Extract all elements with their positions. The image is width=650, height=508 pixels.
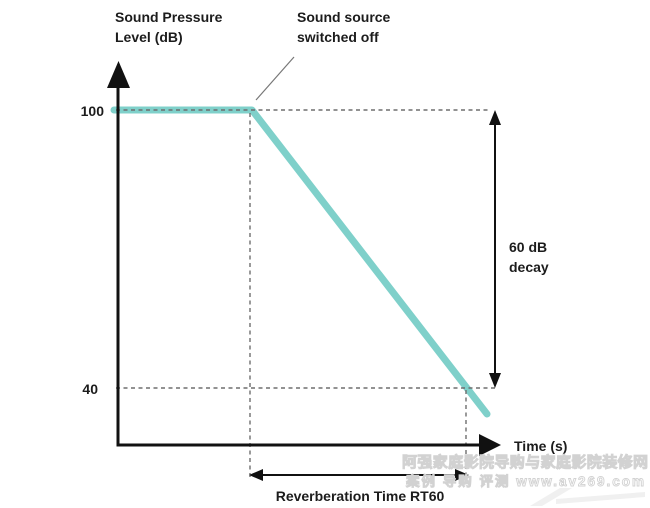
watermark-line2: 案例 导购 评测 www.av269.com [405,473,646,489]
source-off-label-line1: Sound source [297,9,391,25]
decay-label-line2: decay [509,259,549,275]
decay-arrow-bottom-arrowhead [489,373,501,388]
decay-arrow-top-arrowhead [489,110,501,125]
watermark-line1: 阿强家庭影院导购与家庭影院装修网 [402,453,648,471]
source-off-label-line2: switched off [297,29,379,45]
source-off-pointer-line [255,56,295,101]
decay-label-line1: 60 dB [509,239,547,255]
y-axis-label-line2: Level (dB) [115,29,183,45]
rt60-label: Reverberation Time RT60 [276,488,445,504]
sound-pressure-decay-line [110,106,491,418]
x-axis-arrowhead [479,434,501,456]
faint-logo-shape-icon [530,488,572,506]
faint-logo-bar-icon [556,492,645,504]
rt60-arrow-left-arrowhead [249,469,263,481]
rt60-arrow-right-arrowhead [455,469,469,481]
x-axis-label: Time (s) [514,438,567,454]
y-axis-label-line1: Sound Pressure [115,9,223,25]
y-tick-100: 100 [81,103,105,119]
y-tick-40: 40 [82,381,98,397]
y-axis-arrowhead [107,61,130,88]
